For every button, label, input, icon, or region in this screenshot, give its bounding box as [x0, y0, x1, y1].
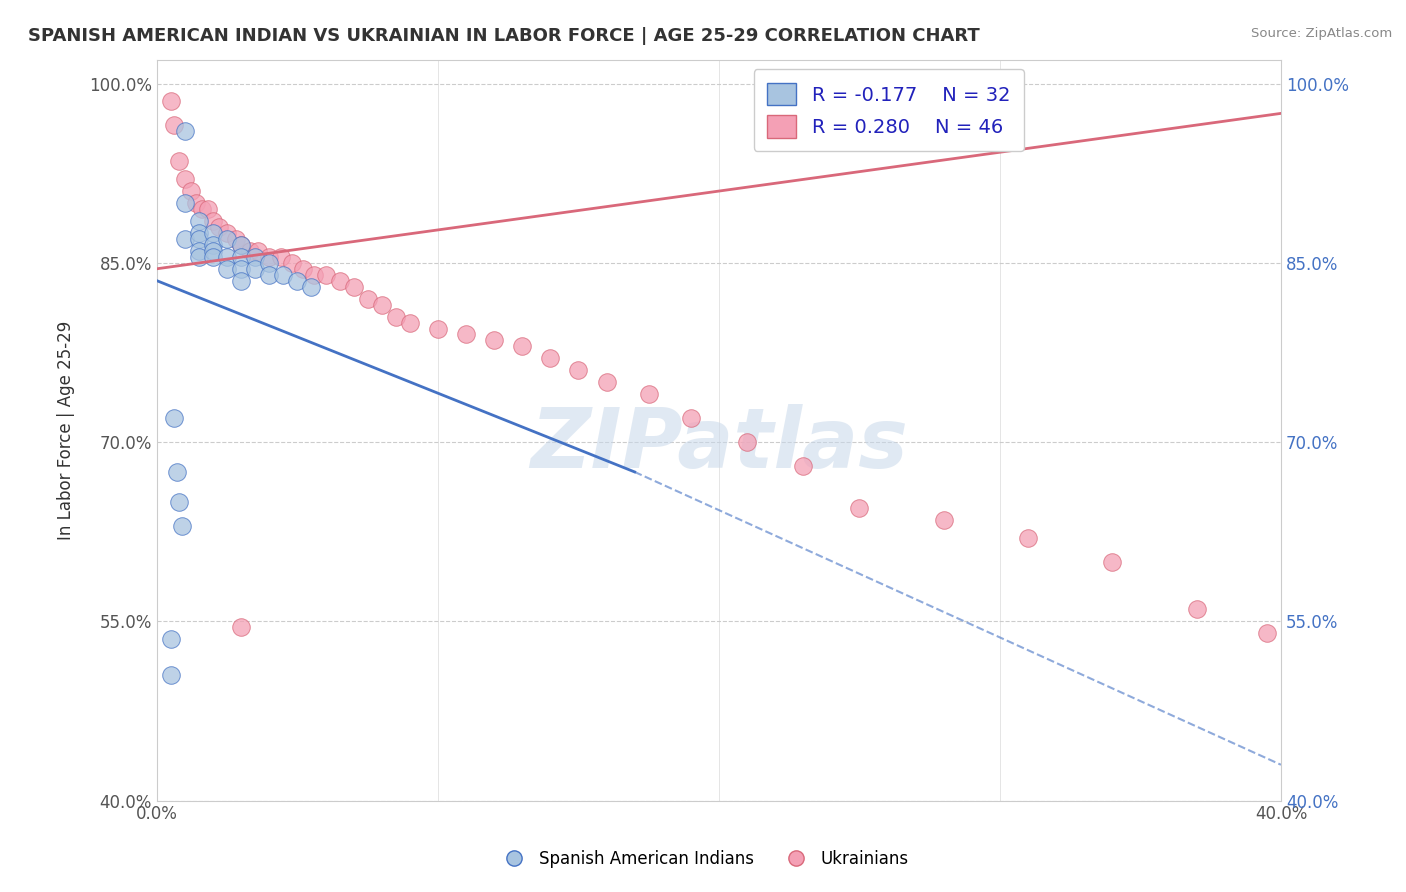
Text: SPANISH AMERICAN INDIAN VS UKRAINIAN IN LABOR FORCE | AGE 25-29 CORRELATION CHAR: SPANISH AMERICAN INDIAN VS UKRAINIAN IN … [28, 27, 980, 45]
Point [217, 232, 239, 246]
Point [188, 250, 211, 264]
Point [343, 279, 366, 293]
Point [510, 339, 533, 353]
Point [160, 95, 183, 109]
Point [357, 292, 380, 306]
Point [188, 244, 211, 258]
Point [186, 196, 208, 211]
Point [202, 244, 225, 258]
Point [217, 261, 239, 276]
Point [398, 316, 420, 330]
Point [202, 238, 225, 252]
Point [172, 518, 194, 533]
Point [188, 226, 211, 240]
Point [287, 274, 309, 288]
Point [538, 351, 561, 366]
Y-axis label: In Labor Force | Age 25-29: In Labor Force | Age 25-29 [58, 320, 75, 540]
Point [239, 244, 262, 258]
Point [595, 376, 617, 390]
Text: Source: ZipAtlas.com: Source: ZipAtlas.com [1251, 27, 1392, 40]
Point [259, 250, 281, 264]
Point [231, 238, 253, 252]
Point [304, 268, 326, 282]
Point [174, 124, 197, 138]
Point [637, 387, 659, 401]
Point [169, 154, 191, 169]
Point [197, 202, 219, 216]
Point [273, 268, 295, 282]
Point [1185, 602, 1208, 616]
Point [188, 214, 211, 228]
Point [180, 184, 202, 198]
Point [247, 244, 270, 258]
Point [225, 232, 247, 246]
Point [174, 196, 197, 211]
Point [174, 172, 197, 186]
Point [426, 321, 449, 335]
Text: ZIPatlas: ZIPatlas [530, 404, 908, 485]
Point [217, 226, 239, 240]
Point [329, 274, 352, 288]
Legend: Spanish American Indians, Ukrainians: Spanish American Indians, Ukrainians [491, 844, 915, 875]
Point [163, 411, 186, 425]
Point [231, 250, 253, 264]
Point [188, 232, 211, 246]
Point [208, 219, 231, 234]
Point [191, 202, 214, 216]
Point [301, 279, 323, 293]
Point [259, 268, 281, 282]
Point [217, 250, 239, 264]
Point [169, 495, 191, 509]
Point [245, 261, 267, 276]
Point [315, 268, 337, 282]
Point [932, 513, 955, 527]
Point [292, 261, 315, 276]
Point [1017, 531, 1039, 545]
Point [1101, 555, 1123, 569]
Point [174, 232, 197, 246]
Point [281, 256, 304, 270]
Point [270, 250, 292, 264]
Point [245, 250, 267, 264]
Point [567, 363, 589, 377]
Point [454, 327, 477, 342]
Point [202, 214, 225, 228]
Point [231, 261, 253, 276]
Point [202, 226, 225, 240]
Point [735, 435, 758, 450]
Point [202, 250, 225, 264]
Point [231, 238, 253, 252]
Point [482, 334, 505, 348]
Point [231, 274, 253, 288]
Point [160, 632, 183, 647]
Point [259, 256, 281, 270]
Point [792, 458, 814, 473]
Point [371, 297, 394, 311]
Point [679, 411, 702, 425]
Point [163, 119, 186, 133]
Point [231, 620, 253, 634]
Point [848, 500, 870, 515]
Point [166, 465, 188, 479]
Point [384, 310, 406, 324]
Point [160, 668, 183, 682]
Point [1256, 626, 1278, 640]
Legend: R = -0.177    N = 32, R = 0.280    N = 46: R = -0.177 N = 32, R = 0.280 N = 46 [754, 70, 1024, 151]
